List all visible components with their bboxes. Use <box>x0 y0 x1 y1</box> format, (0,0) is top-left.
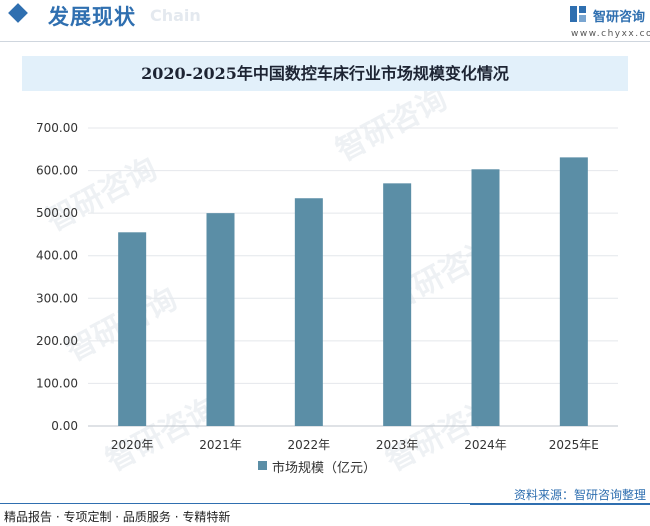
y-tick-label: 0.00 <box>51 419 78 433</box>
section-title: 发展现状 <box>48 5 136 29</box>
x-tick-label: 2023年 <box>376 438 419 452</box>
brand-logo-icon <box>570 6 586 22</box>
bar <box>294 198 323 426</box>
chart-title: 2020-2025年中国数控车床行业市场规模变化情况 <box>141 64 509 83</box>
y-tick-label: 600.00 <box>36 164 78 178</box>
section-title-en: Chain <box>150 6 201 25</box>
header-divider <box>0 41 650 42</box>
brand-url: www.chyxx.com <box>571 29 650 39</box>
bar <box>206 213 235 426</box>
y-tick-label: 500.00 <box>36 206 78 220</box>
y-tick-label: 700.00 <box>36 121 78 135</box>
x-tick-label: 2024年 <box>464 438 507 452</box>
legend-label: 市场规模（亿元） <box>272 461 377 476</box>
footer-divider <box>0 503 470 504</box>
x-tick-label: 2021年 <box>199 438 242 452</box>
bar <box>471 169 500 426</box>
source-note: 资料来源：智研咨询整理 <box>513 488 646 502</box>
x-tick-label: 2020年 <box>111 438 154 452</box>
bar <box>383 183 412 426</box>
x-tick-label: 2025年E <box>549 438 599 452</box>
bar <box>118 232 147 426</box>
bar <box>559 157 588 427</box>
header: 发展现状 Chain 智研咨询 www.chyxx.com <box>0 0 650 44</box>
brand-name: 智研咨询 <box>593 10 646 25</box>
x-tick-label: 2022年 <box>288 438 331 452</box>
y-tick-label: 200.00 <box>36 334 78 348</box>
y-tick-label: 300.00 <box>36 291 78 305</box>
legend-swatch <box>258 461 267 470</box>
chart-title-band: 2020-2025年中国数控车床行业市场规模变化情况 <box>22 56 628 91</box>
y-tick-label: 100.00 <box>36 376 78 390</box>
y-tick-label: 400.00 <box>36 249 78 263</box>
footer-divider-accent <box>470 503 650 505</box>
footer-tagline: 精品报告 · 专项定制 · 品质服务 · 专精特新 <box>4 510 231 524</box>
